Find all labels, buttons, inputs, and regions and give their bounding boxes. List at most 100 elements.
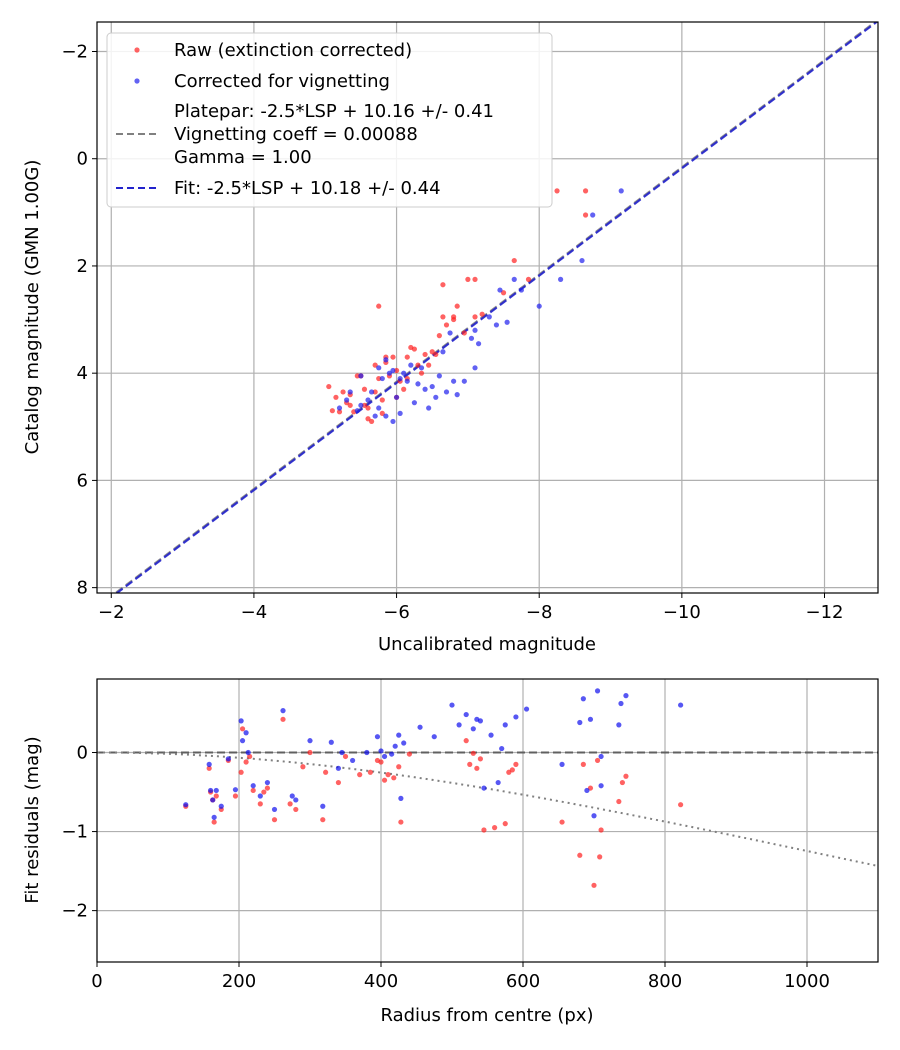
top-point-raw bbox=[426, 362, 432, 368]
bottom-point-raw bbox=[396, 764, 402, 770]
residuals-chart: 0 200 400 600 800 1000 −2 −1 0 Radius from cent… bbox=[22, 678, 879, 1026]
top-point-corrected bbox=[418, 365, 425, 371]
bottom-point-raw bbox=[320, 817, 326, 823]
top-point-corrected bbox=[590, 212, 596, 218]
bottom-point-corrected bbox=[495, 779, 501, 786]
bottom-point-corrected bbox=[577, 719, 583, 726]
top-point-corrected bbox=[433, 394, 439, 400]
top-point-corrected bbox=[426, 405, 432, 411]
legend-fit-label: Fit: -2.5*LSP + 10.18 +/- 0.44 bbox=[174, 178, 441, 199]
bottom-point-corrected bbox=[392, 743, 398, 749]
top-point-corrected bbox=[372, 413, 378, 419]
top-point-raw bbox=[376, 375, 382, 382]
top-y-tick-label: 8 bbox=[77, 578, 88, 599]
top-point-raw bbox=[365, 416, 371, 422]
bottom-point-raw bbox=[619, 779, 626, 786]
top-scatter-points bbox=[326, 188, 624, 425]
bottom-point-corrected bbox=[232, 787, 239, 793]
bottom-point-corrected bbox=[206, 761, 212, 767]
top-x-tick-label: −2 bbox=[98, 602, 125, 623]
bottom-point-corrected bbox=[396, 732, 402, 738]
top-x-axis-label: Uncalibrated magnitude bbox=[378, 634, 596, 655]
top-point-corrected bbox=[429, 383, 435, 390]
top-point-corrected bbox=[475, 341, 482, 347]
top-point-corrected bbox=[511, 276, 517, 282]
bottom-point-raw bbox=[280, 716, 286, 722]
bottom-point-corrected bbox=[449, 702, 455, 708]
top-point-corrected bbox=[504, 319, 510, 325]
top-fit-lines bbox=[113, 22, 878, 593]
legend-corrected-label: Corrected for vignetting bbox=[174, 71, 390, 92]
bottom-point-raw bbox=[481, 827, 487, 833]
bottom-scatter-points bbox=[183, 688, 684, 888]
top-point-corrected bbox=[383, 413, 389, 419]
bottom-point-raw bbox=[264, 785, 270, 791]
top-point-corrected bbox=[440, 349, 446, 355]
top-x-tick-label: −12 bbox=[806, 602, 844, 623]
top-point-corrected bbox=[376, 365, 382, 371]
bottom-point-corrected bbox=[389, 751, 395, 757]
bottom-point-corrected bbox=[616, 722, 622, 728]
bottom-point-corrected bbox=[293, 797, 299, 803]
bottom-point-corrected bbox=[213, 787, 219, 794]
top-point-raw bbox=[440, 282, 446, 288]
top-point-corrected bbox=[436, 373, 442, 379]
bottom-point-corrected bbox=[587, 716, 594, 722]
top-point-corrected bbox=[579, 257, 585, 264]
top-point-raw bbox=[376, 303, 382, 309]
bottom-point-corrected bbox=[618, 700, 624, 707]
top-y-tick-label: 0 bbox=[77, 149, 88, 170]
bottom-point-corrected bbox=[257, 793, 263, 799]
bottom-point-raw bbox=[378, 759, 384, 765]
legend-platepar-line1: Platepar: -2.5*LSP + 10.16 +/- 0.41 bbox=[174, 101, 494, 122]
top-point-raw bbox=[326, 383, 332, 390]
legend-box bbox=[106, 32, 553, 208]
bottom-point-corrected bbox=[238, 718, 244, 724]
bottom-x-tick-label: 800 bbox=[648, 971, 682, 992]
top-point-corrected bbox=[536, 303, 542, 309]
top-y-tick-label: −2 bbox=[61, 41, 88, 62]
top-point-raw bbox=[433, 351, 439, 358]
top-point-raw bbox=[422, 351, 428, 358]
bottom-point-corrected bbox=[463, 711, 469, 718]
bottom-point-raw bbox=[206, 765, 212, 771]
bottom-point-raw bbox=[678, 802, 684, 808]
bottom-point-raw bbox=[367, 769, 373, 775]
bottom-point-raw bbox=[261, 789, 267, 795]
bottom-point-raw bbox=[247, 753, 253, 760]
bottom-point-corrected bbox=[431, 734, 437, 740]
top-point-raw bbox=[418, 370, 425, 376]
bottom-point-corrected bbox=[335, 765, 341, 771]
bottom-point-raw bbox=[239, 726, 246, 732]
bottom-y-tick-label: −2 bbox=[61, 901, 88, 922]
top-point-raw bbox=[333, 394, 339, 400]
top-point-corrected bbox=[358, 373, 364, 379]
top-point-corrected bbox=[468, 335, 475, 341]
top-point-corrected bbox=[368, 389, 375, 395]
bottom-point-raw bbox=[293, 806, 299, 813]
bottom-point-corrected bbox=[245, 749, 251, 756]
top-point-corrected bbox=[336, 405, 343, 411]
top-x-tick-label: −8 bbox=[526, 602, 553, 623]
bottom-point-raw bbox=[357, 772, 363, 778]
top-point-raw bbox=[372, 362, 378, 368]
top-y-axis-label: Catalog magnitude (GMN 1.00G) bbox=[22, 160, 43, 455]
bottom-point-corrected bbox=[598, 783, 604, 789]
bottom-x-tick-label: 200 bbox=[222, 971, 256, 992]
top-plot-frame bbox=[96, 21, 879, 594]
top-point-corrected bbox=[390, 418, 396, 425]
bottom-x-tick-label: 0 bbox=[91, 971, 102, 992]
legend-raw-label: Raw (extinction corrected) bbox=[174, 40, 412, 61]
bottom-y-ticks: −2 −1 0 bbox=[61, 743, 97, 922]
top-point-raw bbox=[429, 349, 435, 355]
top-point-raw bbox=[465, 276, 471, 282]
top-point-raw bbox=[472, 314, 478, 320]
bottom-point-corrected bbox=[339, 749, 345, 756]
bottom-x-ticks: 0 200 400 600 800 1000 bbox=[91, 962, 830, 992]
bottom-point-raw bbox=[300, 764, 306, 770]
bottom-point-corrected bbox=[381, 753, 388, 760]
bottom-point-corrected bbox=[456, 722, 462, 728]
bottom-point-corrected bbox=[378, 748, 384, 754]
top-point-raw bbox=[347, 402, 353, 408]
